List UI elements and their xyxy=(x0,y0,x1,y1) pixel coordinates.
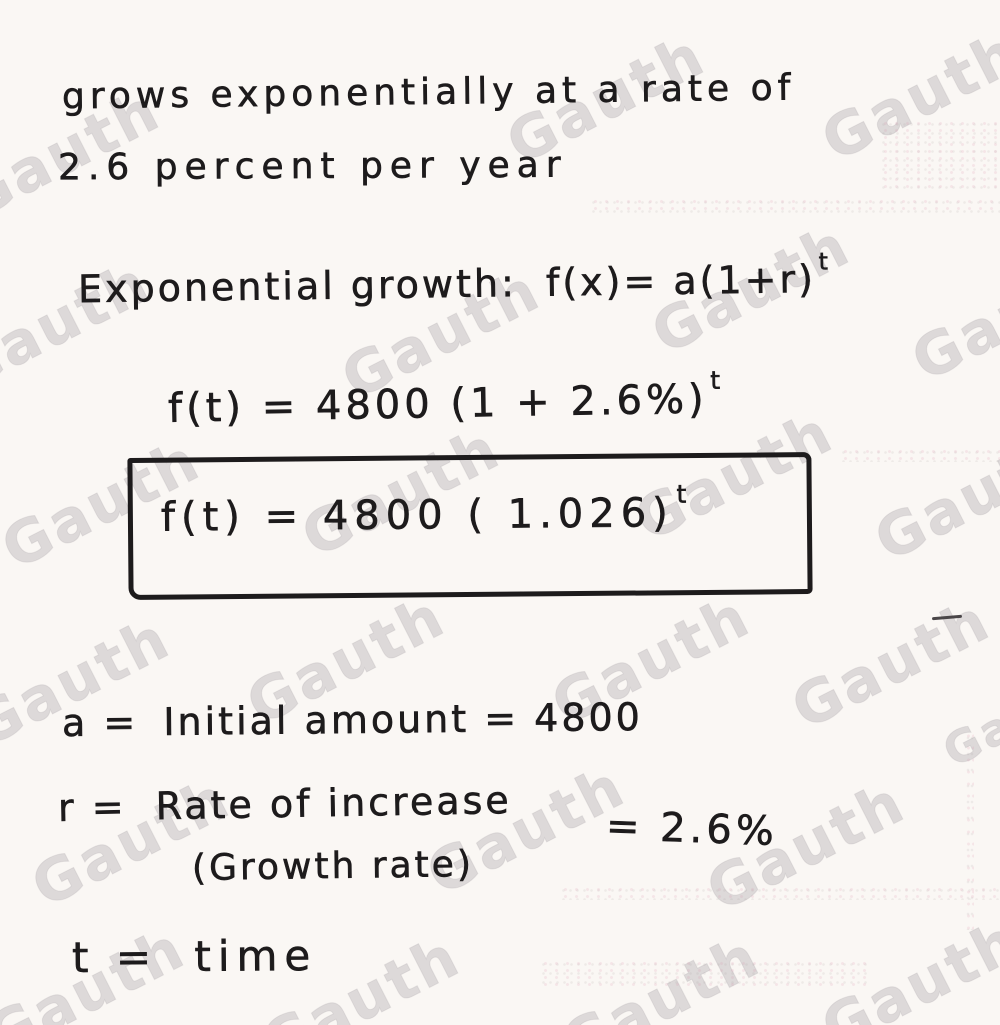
r-symbol: r = xyxy=(57,784,127,830)
paper-noise-strip xyxy=(840,448,1000,462)
exponential-growth-formula: Exponential growth: f(x)= a(1+r)t xyxy=(77,247,832,312)
intro-line-1: grows exponentially at a rate of xyxy=(61,67,796,118)
t-symbol: t = xyxy=(71,932,159,983)
formula-exponent: t xyxy=(818,247,832,276)
formula-expression: f(x)= a(1+r) xyxy=(545,256,817,305)
gauth-watermark: Gauth xyxy=(901,237,1000,395)
substitution-expression: f(t) = 4800 (1 + 2.6%) xyxy=(167,376,709,432)
paper-noise-strip xyxy=(880,120,1000,190)
definition-r-value: = 2.6% xyxy=(605,803,779,856)
gauth-watermark: Gauth xyxy=(864,417,1000,575)
definition-r: r = Rate of increase xyxy=(57,778,513,831)
formula-label: Exponential growth: xyxy=(77,261,518,312)
paper-noise-strip xyxy=(560,886,1000,900)
gauth-watermark: Gauth xyxy=(551,921,772,1025)
a-symbol: a = xyxy=(61,700,139,746)
paper-noise-strip xyxy=(966,730,974,930)
gauth-watermark: Gauth xyxy=(935,657,1000,778)
paper-noise-strip xyxy=(540,960,870,986)
definition-r-note: (Growth rate) xyxy=(191,844,475,890)
gauth-watermark: Gauth xyxy=(811,905,1000,1025)
gauth-watermark: Gauth xyxy=(811,17,1000,175)
t-text: time xyxy=(194,930,318,982)
intro-line-2: 2.6 percent per year xyxy=(57,144,568,189)
final-answer-box: f(t) = 4800 ( 1.026) t xyxy=(127,452,813,600)
substitution-exponent: t xyxy=(710,365,725,395)
definition-a: a = Initial amount = 4800 xyxy=(61,694,644,746)
paper-noise-strip xyxy=(590,198,1000,214)
gauth-watermark: Gauth xyxy=(781,585,1000,743)
final-answer-expression: f(t) = 4800 ( 1.026) t xyxy=(160,479,692,541)
definition-t: t = time xyxy=(71,930,318,983)
stray-pen-mark xyxy=(931,614,963,621)
substitution-step: f(t) = 4800 (1 + 2.6%)t xyxy=(167,365,725,432)
a-text: Initial amount = 4800 xyxy=(163,694,644,745)
result-expression: f(t) = 4800 ( 1.026) xyxy=(160,490,674,541)
result-exponent: t xyxy=(676,479,693,509)
r-text: Rate of increase xyxy=(155,778,513,829)
